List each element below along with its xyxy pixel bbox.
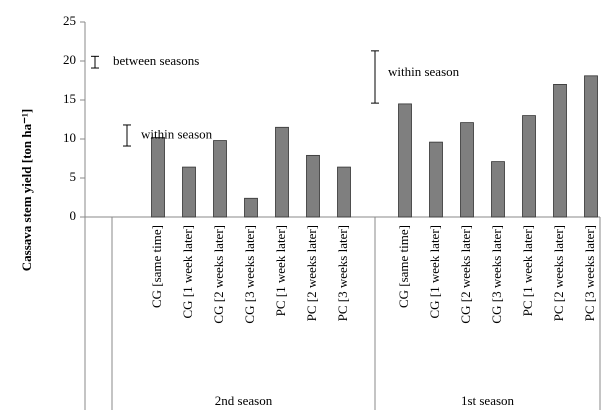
bar: [213, 140, 227, 218]
bar: [398, 103, 412, 218]
group-label: 1st season: [461, 393, 515, 408]
x-tick-label: PC [2 weeks later]: [551, 225, 566, 321]
error-bar-label: between seasons: [113, 53, 199, 68]
error-bar-label: within season: [388, 64, 460, 79]
x-tick-label: CG [same time]: [396, 225, 411, 308]
x-tick-label: CG [2 weeks later]: [211, 225, 226, 324]
y-tick-label: 0: [70, 208, 77, 223]
x-tick-label: CG [1 week later]: [427, 225, 442, 319]
x-tick-label: PC [1 week later]: [520, 225, 535, 316]
y-tick-label: 10: [63, 130, 76, 145]
x-tick-label: CG [2 weeks later]: [458, 225, 473, 324]
x-tick-label: CG [3 weeks later]: [242, 225, 257, 324]
y-tick-label: 25: [63, 13, 76, 28]
x-tick-label: CG [3 weeks later]: [489, 225, 504, 324]
bar: [460, 122, 474, 218]
x-tick-label: PC [3 weeks later]: [335, 225, 350, 321]
y-axis-label: Cassava stem yield [ton ha⁻¹]: [19, 109, 34, 271]
error-bar-label: within season: [141, 126, 213, 141]
bar: [182, 166, 196, 218]
x-tick-label: CG [1 week later]: [180, 225, 195, 319]
y-tick-label: 5: [70, 169, 77, 184]
bar: [275, 126, 289, 218]
x-tick-label: PC [1 week later]: [273, 225, 288, 316]
bar: [306, 154, 320, 218]
x-tick-label: CG [same time]: [149, 225, 164, 308]
x-tick-label: PC [3 weeks later]: [582, 225, 597, 321]
bar: [244, 197, 258, 218]
bar: [429, 141, 443, 218]
y-tick-label: 20: [63, 52, 76, 67]
y-tick-label: 15: [63, 91, 76, 106]
bar: [553, 84, 567, 218]
group-label: 2nd season: [215, 393, 273, 408]
x-tick-label: PC [2 weeks later]: [304, 225, 319, 321]
bar: [584, 75, 598, 218]
bar: [337, 166, 351, 218]
bar: [491, 161, 505, 218]
bar: [151, 137, 165, 218]
bar: [522, 115, 536, 218]
